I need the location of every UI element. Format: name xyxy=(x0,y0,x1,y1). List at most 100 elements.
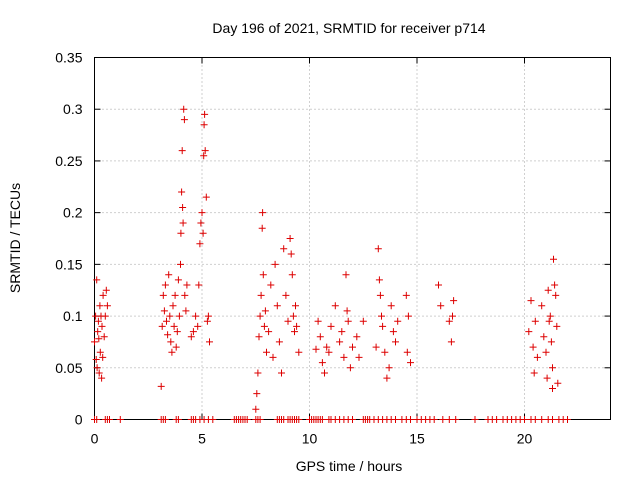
data-point xyxy=(253,390,261,398)
data-point xyxy=(182,307,190,315)
data-point xyxy=(99,291,107,299)
x-tick-label: 15 xyxy=(409,431,425,447)
data-point xyxy=(201,147,209,155)
data-point xyxy=(158,322,166,330)
data-point xyxy=(543,374,551,382)
data-point xyxy=(288,271,296,279)
data-point xyxy=(189,328,197,336)
data-point xyxy=(255,333,263,341)
data-point xyxy=(445,317,453,325)
data-point xyxy=(200,152,208,160)
data-point xyxy=(344,317,352,325)
data-point xyxy=(197,219,205,227)
data-point xyxy=(325,348,333,356)
data-point xyxy=(198,209,206,217)
x-tick-label: 20 xyxy=(517,431,533,447)
data-point xyxy=(445,416,453,423)
data-point xyxy=(550,255,557,263)
data-point xyxy=(533,353,541,361)
data-point xyxy=(336,338,344,346)
data-point xyxy=(359,317,367,325)
data-point xyxy=(564,416,571,423)
data-point xyxy=(199,229,207,237)
data-point xyxy=(450,297,458,305)
data-point xyxy=(293,322,301,330)
data-point xyxy=(180,116,188,124)
data-point xyxy=(437,302,445,310)
data-point xyxy=(430,416,438,423)
data-point xyxy=(312,345,320,353)
plot-frame xyxy=(94,57,611,420)
data-point xyxy=(192,312,200,320)
data-points xyxy=(91,105,571,423)
data-point xyxy=(180,105,188,113)
data-point xyxy=(256,312,264,320)
data-point xyxy=(392,338,399,346)
data-point xyxy=(161,416,169,423)
data-point xyxy=(167,338,175,346)
data-point xyxy=(179,219,187,227)
data-point xyxy=(267,281,275,289)
data-point xyxy=(553,322,561,330)
data-point xyxy=(165,271,173,279)
data-point xyxy=(546,312,554,320)
data-point xyxy=(549,416,556,423)
data-point xyxy=(343,307,351,315)
data-point xyxy=(552,291,560,299)
y-tick-label: 0.15 xyxy=(55,256,82,272)
data-point xyxy=(531,317,539,325)
data-point xyxy=(291,328,298,336)
y-tick-label: 0.35 xyxy=(55,50,82,66)
data-point xyxy=(287,250,295,258)
data-point xyxy=(260,322,268,330)
data-point xyxy=(452,416,460,423)
data-point xyxy=(168,348,176,356)
data-point xyxy=(327,322,335,330)
data-point xyxy=(259,271,267,279)
data-point xyxy=(295,416,303,423)
data-point xyxy=(378,312,385,320)
data-point xyxy=(394,317,402,325)
x-tick-label: 5 xyxy=(198,431,206,447)
data-point xyxy=(314,317,322,325)
data-point xyxy=(96,348,104,356)
data-point xyxy=(95,335,103,343)
data-point xyxy=(243,416,251,423)
x-tick-label: 0 xyxy=(91,431,99,447)
data-point xyxy=(96,302,104,310)
data-point xyxy=(355,353,363,361)
data-point xyxy=(385,364,393,372)
data-point xyxy=(157,382,165,390)
data-point xyxy=(159,291,167,299)
data-point xyxy=(323,343,331,351)
data-point xyxy=(531,416,539,423)
data-point xyxy=(544,286,552,294)
data-point xyxy=(292,302,299,310)
y-tick-label: 0.3 xyxy=(63,101,83,117)
data-point xyxy=(179,204,187,211)
data-point xyxy=(160,307,168,315)
data-point xyxy=(206,338,213,346)
data-point xyxy=(101,312,109,320)
data-point xyxy=(102,286,110,294)
data-point xyxy=(258,224,266,232)
data-point xyxy=(549,385,556,392)
data-point xyxy=(202,193,210,201)
data-point xyxy=(318,416,326,423)
data-point xyxy=(178,188,186,196)
data-point xyxy=(538,302,546,310)
data-point xyxy=(372,343,380,351)
data-point xyxy=(349,343,356,351)
data-point xyxy=(178,147,186,155)
data-point xyxy=(342,271,350,279)
data-point xyxy=(98,322,106,330)
data-point xyxy=(201,110,209,118)
data-point xyxy=(259,209,267,217)
data-point xyxy=(554,379,562,387)
data-point xyxy=(525,328,533,336)
data-point xyxy=(340,353,348,361)
data-point xyxy=(318,359,326,367)
data-point xyxy=(263,348,270,356)
data-point xyxy=(275,338,283,346)
data-point xyxy=(203,317,211,325)
